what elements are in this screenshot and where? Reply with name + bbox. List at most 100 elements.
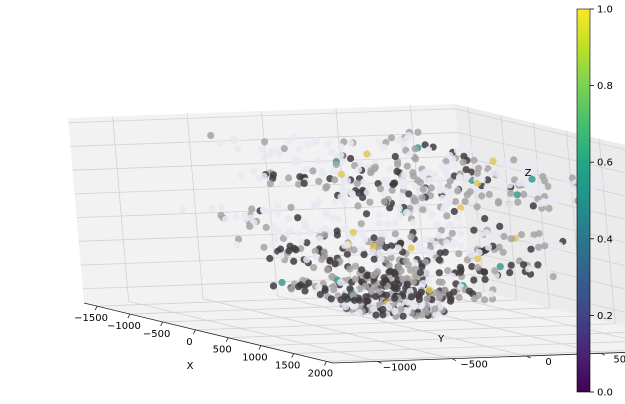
data-point: [334, 215, 342, 223]
data-point: [266, 180, 274, 188]
data-point: [324, 140, 333, 148]
data-point: [441, 286, 449, 294]
z-axis-label: Z: [525, 168, 532, 179]
data-point: [424, 248, 432, 256]
data-point: [269, 282, 278, 290]
data-point: [555, 245, 563, 253]
data-point: [470, 156, 478, 164]
data-point: [269, 171, 277, 179]
data-point: [496, 222, 504, 230]
data-point: [303, 140, 311, 148]
data-point: [274, 202, 282, 210]
data-point: [280, 145, 288, 153]
data-point: [445, 291, 453, 299]
data-point: [294, 145, 303, 153]
data-point: [544, 182, 552, 191]
data-point: [274, 227, 282, 235]
data-point: [358, 266, 366, 274]
data-point: [343, 250, 351, 258]
data-point: [283, 230, 292, 238]
data-point: [350, 246, 358, 254]
data-point: [416, 268, 424, 277]
data-point: [262, 223, 270, 232]
data-point: [444, 163, 452, 171]
data-point: [385, 261, 393, 269]
data-point: [386, 204, 394, 212]
data-point: [529, 167, 537, 175]
data-point: [462, 166, 470, 174]
data-point: [436, 176, 444, 184]
data-point: [494, 198, 503, 206]
data-point: [337, 143, 345, 151]
y-grid-line: [128, 300, 378, 362]
data-point: [207, 131, 215, 140]
data-point: [541, 242, 549, 250]
data-point: [432, 240, 440, 248]
data-point: [370, 271, 378, 279]
colorbar-tick-label: 0.8: [597, 81, 613, 92]
data-point: [295, 180, 303, 188]
data-point: [538, 183, 546, 192]
data-point: [394, 160, 402, 169]
data-point: [478, 192, 486, 200]
data-point: [323, 266, 331, 274]
data-point: [436, 183, 444, 191]
data-point: [315, 283, 323, 291]
data-point: [234, 145, 242, 153]
data-point: [234, 235, 243, 243]
data-point: [333, 231, 341, 239]
colorbar-tick-label: 1.0: [597, 5, 613, 16]
data-point: [303, 239, 311, 247]
data-point: [297, 281, 305, 289]
data-point: [474, 164, 483, 172]
data-point: [370, 305, 378, 313]
data-point: [339, 157, 347, 166]
data-point: [470, 295, 479, 303]
data-point: [372, 311, 380, 319]
data-point: [366, 198, 374, 206]
data-point: [369, 248, 377, 256]
data-point: [403, 280, 411, 288]
z-grid-line: [78, 226, 466, 242]
data-point: [419, 185, 427, 193]
data-point: [418, 263, 426, 271]
data-point: [410, 259, 419, 267]
data-point: [443, 171, 451, 179]
data-point: [500, 232, 508, 241]
data-point: [407, 244, 415, 252]
data-point: [411, 204, 419, 212]
data-point: [290, 257, 298, 265]
x-tick: [160, 321, 163, 327]
data-point: [216, 139, 224, 147]
data-point: [311, 138, 320, 146]
x-tick-label: −500: [143, 329, 170, 340]
z-grid-line: [469, 274, 625, 313]
data-point: [360, 251, 368, 259]
data-point: [342, 303, 350, 311]
data-point: [542, 267, 550, 275]
x-tick-label: 1000: [242, 353, 267, 364]
data-point: [460, 152, 468, 160]
data-point: [279, 180, 287, 188]
data-point: [448, 229, 456, 237]
data-point: [484, 243, 492, 251]
data-point: [268, 240, 276, 248]
data-point: [266, 206, 274, 215]
data-point: [391, 270, 399, 278]
data-point: [418, 311, 426, 319]
data-point: [473, 203, 481, 211]
data-point: [322, 209, 330, 217]
data-point: [391, 307, 399, 315]
data-point: [545, 204, 553, 212]
data-point: [312, 253, 320, 261]
data-point: [475, 249, 483, 257]
data-point: [328, 272, 336, 281]
data-point: [409, 218, 417, 227]
data-point: [450, 238, 458, 246]
data-point: [446, 189, 455, 197]
data-point: [428, 176, 436, 184]
colorbar-gradient: [576, 8, 591, 393]
data-point: [438, 164, 446, 172]
data-point: [466, 245, 474, 253]
data-point: [506, 269, 514, 277]
